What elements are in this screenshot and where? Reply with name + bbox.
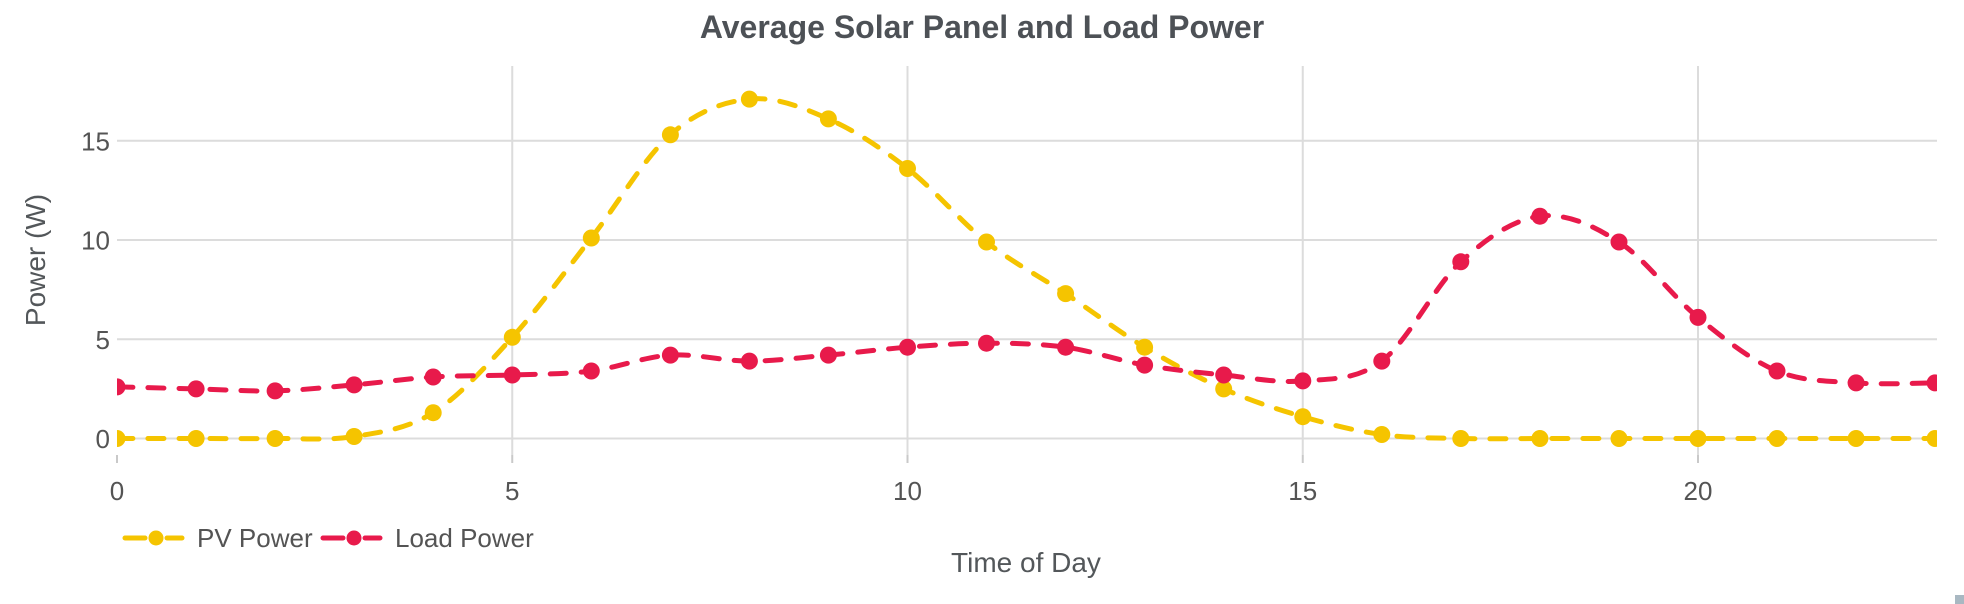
load-power-point-6 — [582, 362, 600, 380]
x-tick-label-20: 20 — [1684, 476, 1713, 506]
load-power-point-14 — [1215, 366, 1233, 384]
pv-power-point-6 — [582, 229, 600, 247]
load-power-point-23 — [1926, 374, 1937, 392]
x-tick-label-5: 5 — [505, 476, 519, 506]
x-tick-label-0: 0 — [110, 476, 124, 506]
series-layer — [117, 90, 1937, 447]
pv-power-point-1 — [187, 430, 205, 447]
load-power-line — [117, 213, 1937, 394]
pv-power-series — [117, 90, 1937, 447]
pv-power-point-23 — [1926, 430, 1937, 447]
legend: PV Power Load Power — [122, 523, 534, 553]
pv-power-point-20 — [1689, 430, 1707, 447]
load-power-point-15 — [1294, 372, 1312, 390]
pv-power-point-8 — [740, 90, 758, 108]
load-power-series — [117, 207, 1937, 400]
load-power-point-4 — [424, 368, 442, 386]
y-axis-title: Power (W) — [20, 194, 51, 326]
legend-item-load-power: Load Power — [320, 523, 534, 553]
load-power-point-13 — [1136, 356, 1154, 374]
pv-power-point-4 — [424, 404, 442, 422]
legend-label: Load Power — [395, 523, 534, 553]
chart-title: Average Solar Panel and Load Power — [700, 9, 1264, 45]
pv-power-point-2 — [266, 430, 284, 447]
pv-power-line — [117, 96, 1937, 442]
load-power-point-19 — [1610, 233, 1628, 251]
scrollbar-corner-icon — [1955, 595, 1964, 604]
y-tick-label-15: 15 — [81, 126, 110, 156]
load-power-point-18 — [1531, 207, 1549, 225]
pv-power-point-15 — [1294, 408, 1312, 426]
load-power-point-1 — [187, 380, 205, 398]
legend-label: PV Power — [197, 523, 313, 553]
load-power-point-12 — [1057, 338, 1075, 356]
load-power-point-11 — [978, 334, 995, 352]
load-power-point-9 — [819, 346, 837, 364]
load-power-point-20 — [1689, 308, 1707, 326]
load-power-point-5 — [503, 366, 521, 384]
pv-power-point-10 — [899, 160, 916, 177]
pv-power-point-18 — [1531, 430, 1549, 447]
pv-power-point-14 — [1215, 380, 1233, 398]
pv-power-point-21 — [1768, 430, 1786, 447]
pv-power-point-17 — [1452, 430, 1470, 447]
load-power-point-0 — [117, 378, 126, 396]
load-power-point-22 — [1847, 374, 1865, 392]
legend-marker-icon — [346, 530, 362, 546]
x-tick-label-10: 10 — [893, 476, 922, 506]
pv-power-point-22 — [1847, 430, 1865, 447]
load-power-point-17 — [1452, 253, 1470, 271]
legend-item-pv-power: PV Power — [122, 523, 313, 553]
load-power-point-16 — [1373, 352, 1391, 370]
pv-power-point-0 — [117, 430, 126, 447]
pv-power-point-16 — [1373, 426, 1391, 443]
pv-power-point-5 — [503, 328, 521, 346]
load-power-point-21 — [1768, 362, 1786, 380]
y-tick-label-10: 10 — [81, 226, 110, 256]
pv-power-point-11 — [978, 233, 995, 251]
pv-power-point-13 — [1136, 338, 1154, 356]
load-power-point-2 — [266, 382, 284, 400]
pv-power-point-19 — [1610, 430, 1628, 447]
grid-layer — [117, 66, 1937, 455]
y-tick-label-5: 5 — [96, 325, 110, 355]
pv-power-point-3 — [345, 428, 363, 445]
pv-power-point-12 — [1057, 285, 1075, 303]
load-power-point-3 — [345, 376, 363, 394]
pv-power-point-9 — [819, 110, 837, 128]
legend-marker-icon — [148, 530, 164, 546]
load-power-point-8 — [740, 352, 758, 370]
load-power-point-10 — [899, 338, 916, 356]
axis-layer: 0 5 10 15 20 0 5 10 15 — [81, 126, 1712, 506]
x-tick-label-15: 15 — [1288, 476, 1317, 506]
pv-power-point-7 — [661, 126, 679, 144]
load-power-point-7 — [661, 346, 679, 364]
x-axis-title: Time of Day — [951, 547, 1101, 578]
y-tick-label-0: 0 — [96, 424, 110, 454]
